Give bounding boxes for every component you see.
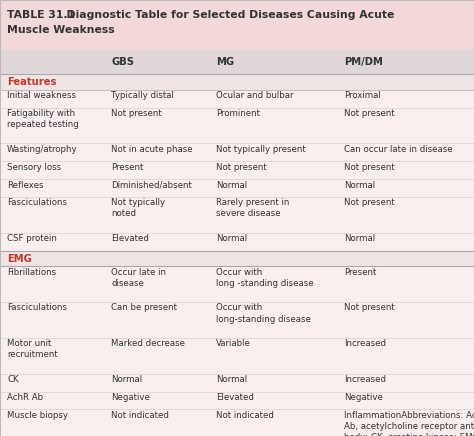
Text: Normal: Normal — [344, 234, 375, 243]
Text: Not present: Not present — [344, 303, 394, 313]
Text: Not present: Not present — [344, 198, 394, 208]
Text: Diagnostic Table for Selected Diseases Causing Acute: Diagnostic Table for Selected Diseases C… — [59, 10, 395, 20]
Text: Normal: Normal — [111, 375, 143, 384]
Text: PM/DM: PM/DM — [344, 57, 383, 67]
Text: Ocular and bulbar: Ocular and bulbar — [216, 91, 293, 100]
Text: Not present: Not present — [344, 109, 394, 118]
Text: Fasciculations: Fasciculations — [7, 198, 67, 208]
Text: Reflexes: Reflexes — [7, 181, 44, 190]
Text: Elevated: Elevated — [111, 234, 149, 243]
Text: Not typically
noted: Not typically noted — [111, 198, 165, 218]
Text: Not typically present: Not typically present — [216, 145, 305, 154]
Text: Can be present: Can be present — [111, 303, 177, 313]
Text: Occur with
long -standing disease: Occur with long -standing disease — [216, 268, 313, 288]
Text: Normal: Normal — [216, 234, 247, 243]
FancyBboxPatch shape — [0, 251, 474, 266]
Text: AchR Ab: AchR Ab — [7, 393, 43, 402]
Text: TABLE 31.1: TABLE 31.1 — [7, 10, 75, 20]
Text: Normal: Normal — [216, 181, 247, 190]
Text: GBS: GBS — [111, 57, 135, 67]
Text: Not present: Not present — [111, 109, 162, 118]
Text: Occur late in
disease: Occur late in disease — [111, 268, 166, 288]
Text: Present: Present — [111, 163, 144, 172]
Text: Normal: Normal — [216, 375, 247, 384]
Text: Prominent: Prominent — [216, 109, 260, 118]
Text: Not indicated: Not indicated — [216, 411, 273, 420]
Text: Negative: Negative — [111, 393, 150, 402]
FancyBboxPatch shape — [0, 0, 474, 50]
Text: Sensory loss: Sensory loss — [7, 163, 61, 172]
Text: Fasciculations: Fasciculations — [7, 303, 67, 313]
Text: Motor unit
recruitment: Motor unit recruitment — [7, 339, 58, 359]
Text: Can occur late in disease: Can occur late in disease — [344, 145, 452, 154]
FancyBboxPatch shape — [0, 50, 474, 74]
Text: Not present: Not present — [344, 163, 394, 172]
FancyBboxPatch shape — [0, 74, 474, 90]
Text: InflammationAbbreviations: AchR
Ab, acetylcholine receptor anti-
body; CK, creat: InflammationAbbreviations: AchR Ab, acet… — [344, 411, 474, 436]
Text: Variable: Variable — [216, 339, 251, 348]
Text: Increased: Increased — [344, 339, 386, 348]
Text: Initial weakness: Initial weakness — [7, 91, 76, 100]
Text: Diminished/absent: Diminished/absent — [111, 181, 192, 190]
Text: CK: CK — [7, 375, 19, 384]
Text: Negative: Negative — [344, 393, 383, 402]
Text: Wasting/atrophy: Wasting/atrophy — [7, 145, 78, 154]
Text: Rarely present in
severe disease: Rarely present in severe disease — [216, 198, 289, 218]
Text: Marked decrease: Marked decrease — [111, 339, 185, 348]
Text: Typically distal: Typically distal — [111, 91, 174, 100]
Text: Not in acute phase: Not in acute phase — [111, 145, 193, 154]
Text: EMG: EMG — [7, 254, 32, 263]
Text: Increased: Increased — [344, 375, 386, 384]
Text: Not indicated: Not indicated — [111, 411, 169, 420]
Text: CSF protein: CSF protein — [7, 234, 57, 243]
Text: Muscle Weakness: Muscle Weakness — [7, 25, 115, 35]
Text: Proximal: Proximal — [344, 91, 381, 100]
Text: Normal: Normal — [344, 181, 375, 190]
Text: Elevated: Elevated — [216, 393, 254, 402]
Text: Fibrillations: Fibrillations — [7, 268, 56, 277]
Text: Not present: Not present — [216, 163, 266, 172]
Text: Fatigability with
repeated testing: Fatigability with repeated testing — [7, 109, 79, 129]
Text: Features: Features — [7, 77, 56, 87]
Text: Occur with
long-standing disease: Occur with long-standing disease — [216, 303, 310, 324]
Text: Present: Present — [344, 268, 376, 277]
Text: MG: MG — [216, 57, 234, 67]
Text: Muscle biopsy: Muscle biopsy — [7, 411, 68, 420]
